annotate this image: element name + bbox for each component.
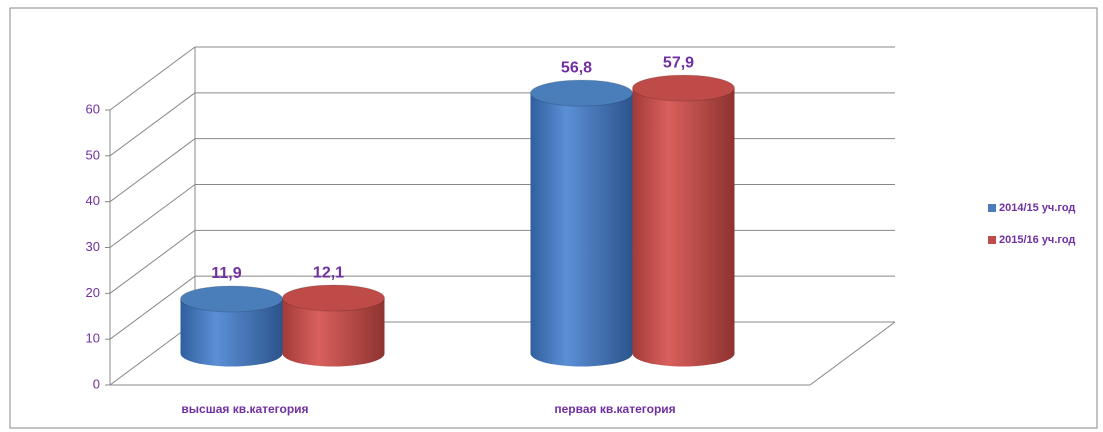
legend-label: 2014/15 уч.год xyxy=(999,202,1075,214)
y-tick-label: 30 xyxy=(86,239,100,254)
cylinder xyxy=(530,79,633,367)
data-label: 57,9 xyxy=(663,54,694,71)
x-tick-label: первая кв.категория xyxy=(554,402,675,416)
y-tick-label: 50 xyxy=(86,147,100,162)
y-tick-label: 60 xyxy=(86,101,100,116)
data-label: 12,1 xyxy=(313,264,344,281)
grid-line xyxy=(109,92,196,157)
y-tick-label: 0 xyxy=(93,376,100,391)
legend-label: 2015/16 уч.год xyxy=(999,234,1075,246)
legend-swatch xyxy=(988,204,996,212)
cylinder-top xyxy=(530,79,633,107)
legend-swatch xyxy=(988,236,996,244)
grid-line xyxy=(109,275,196,340)
floor-edge xyxy=(809,321,896,386)
grid-line xyxy=(109,184,196,248)
chart-frame xyxy=(9,7,1098,429)
cylinder xyxy=(180,285,283,367)
cylinder xyxy=(282,284,385,367)
cylinder-top xyxy=(632,74,735,102)
cylinder xyxy=(632,74,735,367)
y-tick-label: 40 xyxy=(86,193,100,208)
grid-line xyxy=(109,138,196,203)
data-label: 11,9 xyxy=(211,265,241,282)
cylinder-top xyxy=(180,285,283,313)
x-tick-label: высшая кв.категория xyxy=(181,402,308,416)
grid-line xyxy=(109,229,196,294)
y-tick-label: 10 xyxy=(86,331,100,346)
grid-line xyxy=(109,46,196,111)
cylinder-body xyxy=(282,298,385,367)
cylinder-top xyxy=(282,284,385,312)
cylinder-body xyxy=(180,298,283,367)
data-label: 56,8 xyxy=(561,59,592,76)
y-tick-label: 20 xyxy=(86,285,100,300)
cylinder-body xyxy=(530,93,633,367)
cylinder-body xyxy=(632,88,735,367)
